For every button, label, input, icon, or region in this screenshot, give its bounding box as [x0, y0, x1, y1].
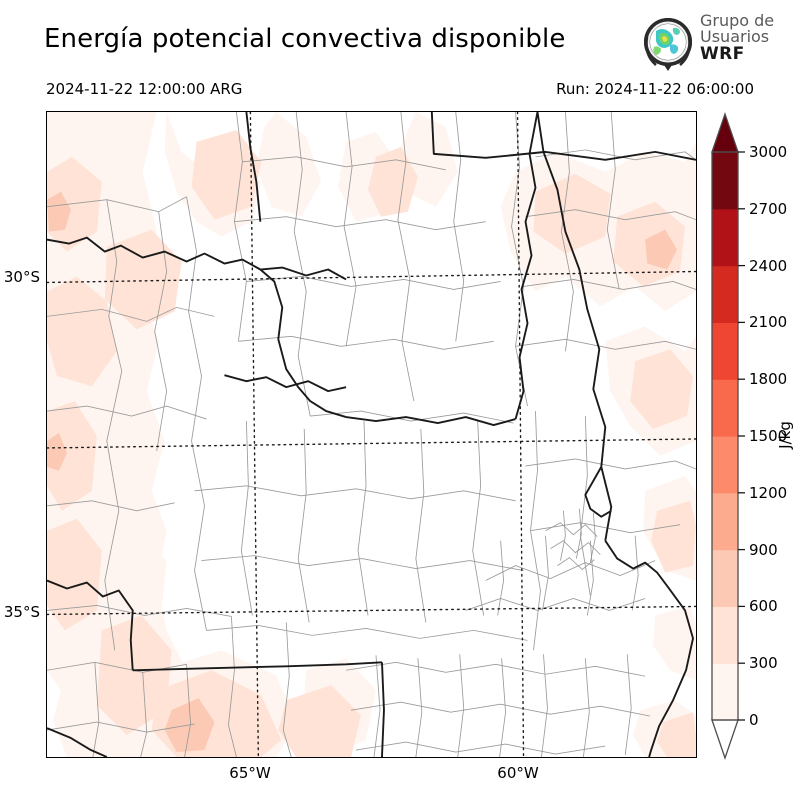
colorbar-band: [712, 436, 738, 494]
colorbar-band: [712, 322, 738, 380]
colorbar-tick-label: 300: [749, 654, 778, 673]
latitude-line-30S: [47, 438, 696, 449]
colorbar-under-arrow: [712, 720, 738, 758]
colorbar-tick-label: 1500: [749, 427, 788, 445]
logo-line-3: WRF: [700, 43, 745, 64]
colorbar-tick-label: 0: [749, 711, 759, 729]
colorbar-band: [712, 549, 738, 607]
colorbar-bands: [712, 152, 738, 721]
map-plot-area[interactable]: [46, 111, 697, 758]
colorbar-band: [712, 265, 738, 323]
colorbar-tick-label: 1200: [749, 483, 788, 502]
colorbar: 0 300 600 900 1200 1500 1800 2100 2400 2700 3000: [709, 112, 800, 760]
latitude-line: [47, 605, 696, 616]
colorbar-tick-label: 3000: [749, 143, 788, 161]
colorbar-band: [712, 208, 738, 267]
colorbar-svg: [711, 112, 745, 760]
longitude-line-60W: [516, 112, 525, 757]
globe-emblem-icon: [643, 17, 693, 71]
colorbar-unit-text: J/kg: [776, 421, 794, 449]
colorbar-tick-label: 600: [749, 597, 778, 616]
country-borders: [47, 112, 696, 757]
colorbar-band: [712, 379, 738, 437]
y-axis-tick-label: 30°S: [3, 268, 40, 286]
logo-text: Grupo de Usuarios WRF: [700, 11, 798, 73]
colorbar-unit-label: J/kg: [765, 390, 800, 480]
longitude-line-65W: [249, 112, 260, 757]
colorbar-tick-label: 900: [749, 540, 778, 559]
colorbar-band: [712, 152, 738, 210]
x-axis-tick-label: 60°W: [497, 764, 539, 782]
y-axis-tick-label: 35°S: [3, 603, 40, 621]
wrf-user-group-logo: Grupo de Usuarios WRF: [640, 11, 798, 75]
cape-map-canvas: [47, 112, 696, 757]
logo-line-2: Usuarios: [700, 27, 770, 47]
page-title: Energía potencial convectiva disponible: [44, 24, 566, 54]
colorbar-band: [712, 606, 738, 664]
graticule-lines: [47, 112, 696, 757]
colorbar-tick-label: 2400: [749, 256, 788, 275]
colorbar-tick-label: 2700: [749, 199, 788, 218]
colorbar-band: [712, 663, 738, 721]
colorbar-tick-label: 1800: [749, 370, 788, 389]
logo-line-1: Grupo de: [700, 11, 775, 30]
colorbar-tick-marks: [738, 151, 745, 721]
colorbar-tick-label: 2100: [749, 313, 788, 332]
valid-time-label: 2024-11-22 12:00:00 ARG: [46, 80, 243, 98]
colorbar-over-arrow: [712, 114, 738, 152]
x-axis-tick-label: 65°W: [229, 764, 271, 782]
colorbar-band: [712, 492, 738, 551]
latitude-line: [47, 270, 696, 284]
model-run-label: Run: 2024-11-22 06:00:00: [556, 80, 754, 98]
